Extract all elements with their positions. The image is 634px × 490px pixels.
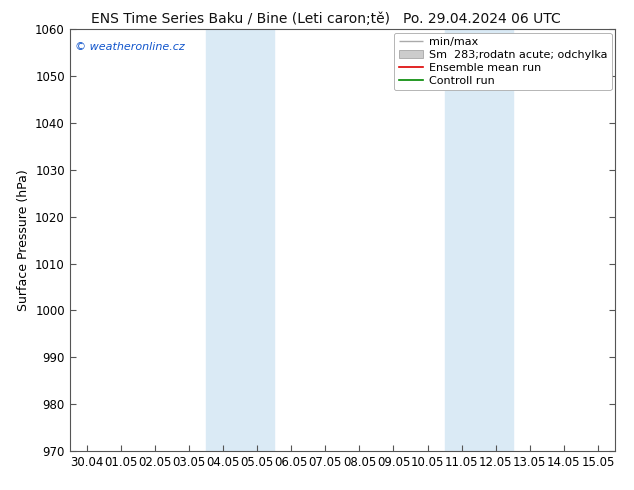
Text: ENS Time Series Baku / Bine (Leti caron;tě): ENS Time Series Baku / Bine (Leti caron;… — [91, 12, 391, 26]
Bar — [444, 29, 479, 451]
Text: © weatheronline.cz: © weatheronline.cz — [75, 42, 185, 52]
Bar — [206, 29, 240, 451]
Text: Po. 29.04.2024 06 UTC: Po. 29.04.2024 06 UTC — [403, 12, 560, 26]
Legend: min/max, Sm  283;rodatn acute; odchylka, Ensemble mean run, Controll run: min/max, Sm 283;rodatn acute; odchylka, … — [394, 33, 612, 90]
Bar — [240, 29, 274, 451]
Y-axis label: Surface Pressure (hPa): Surface Pressure (hPa) — [16, 169, 30, 311]
Bar — [479, 29, 513, 451]
